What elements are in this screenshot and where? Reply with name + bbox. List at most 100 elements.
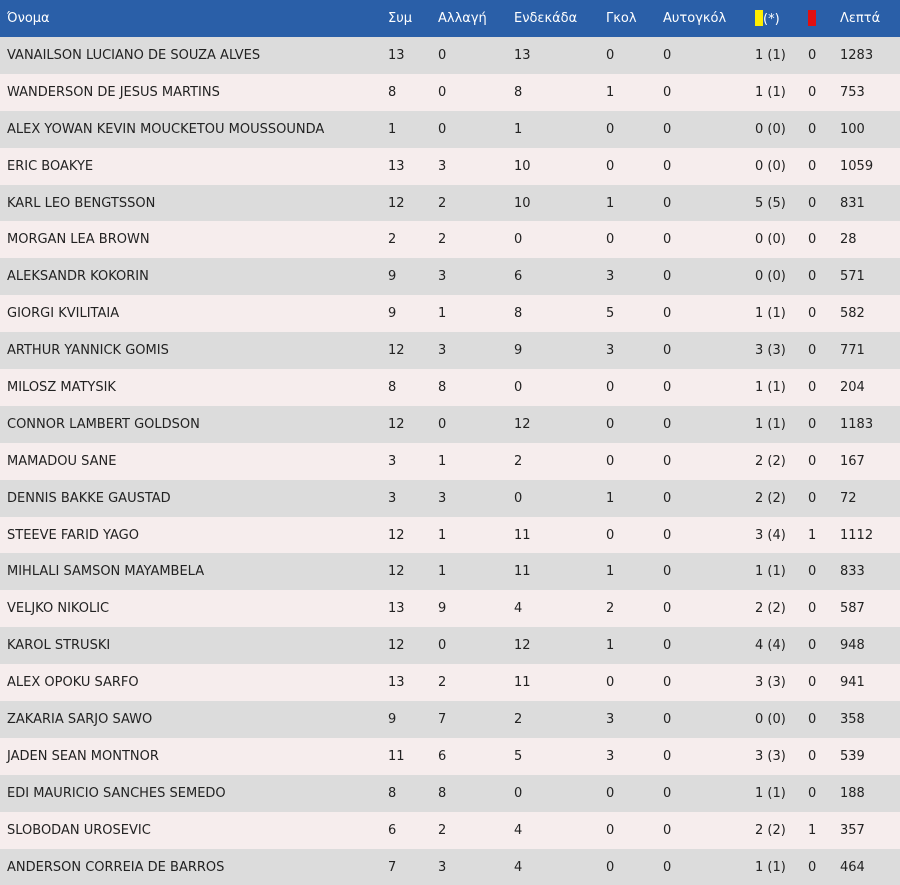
column-header-yellow-cards[interactable]: (*) bbox=[755, 0, 808, 37]
own-goals-cell: 0 bbox=[663, 748, 672, 764]
substitutions-cell: 8 bbox=[438, 379, 447, 395]
yellow-cards-cell: 1 (1) bbox=[755, 306, 786, 322]
yellow-cards-cell: 2 (2) bbox=[755, 601, 786, 617]
own-goals-cell: 0 bbox=[663, 158, 672, 174]
goals-cell: 0 bbox=[606, 675, 615, 691]
goals-cell: 3 bbox=[606, 748, 615, 764]
appearances-cell: 12 bbox=[388, 638, 405, 654]
red-cards-cell: 0 bbox=[808, 158, 817, 174]
own-goals-cell: 0 bbox=[663, 822, 672, 838]
substitutions-cell: 0 bbox=[438, 84, 447, 100]
table-row: ANDERSON CORREIA DE BARROS 7 3 4 0 0 1 (1) 0 464 bbox=[0, 848, 900, 885]
appearances-cell: 13 bbox=[388, 47, 405, 63]
substitutions-cell: 0 bbox=[438, 47, 447, 63]
minutes-cell: 100 bbox=[840, 121, 865, 137]
substitutions-cell: 3 bbox=[438, 490, 447, 506]
appearances-cell: 6 bbox=[388, 822, 397, 838]
appearances-cell: 13 bbox=[388, 675, 405, 691]
own-goals-cell: 0 bbox=[663, 601, 672, 617]
table-row: MILOSZ MATYSIK 8 8 0 0 0 1 (1) 0 204 bbox=[0, 369, 900, 406]
yellow-cards-suffix: (*) bbox=[763, 12, 780, 27]
minutes-cell: 357 bbox=[840, 822, 865, 838]
starts-cell: 8 bbox=[514, 306, 523, 322]
own-goals-cell: 0 bbox=[663, 416, 672, 432]
table-row: STEEVE FARID YAGO 12 1 11 0 0 3 (4) 1 1112 bbox=[0, 516, 900, 554]
starts-cell: 12 bbox=[514, 638, 531, 654]
player-name-cell: STEEVE FARID YAGO bbox=[7, 527, 139, 543]
player-name-cell: MORGAN LEA BROWN bbox=[7, 232, 150, 248]
substitutions-cell: 1 bbox=[438, 306, 447, 322]
column-header-subs[interactable]: Αλλαγή bbox=[438, 11, 487, 26]
appearances-cell: 9 bbox=[388, 306, 397, 322]
red-cards-cell: 0 bbox=[808, 601, 817, 617]
player-name-cell: MAMADOU SANE bbox=[7, 453, 117, 469]
column-header-own-goals[interactable]: Αυτογκόλ bbox=[663, 11, 727, 26]
column-header-starts[interactable]: Ενδεκάδα bbox=[514, 11, 578, 26]
column-header-goals[interactable]: Γκολ bbox=[606, 11, 637, 26]
starts-cell: 0 bbox=[514, 379, 523, 395]
red-cards-cell: 0 bbox=[808, 785, 817, 801]
minutes-cell: 753 bbox=[840, 84, 865, 100]
own-goals-cell: 0 bbox=[663, 47, 672, 63]
column-header-apps[interactable]: Συμ bbox=[388, 11, 413, 26]
substitutions-cell: 2 bbox=[438, 675, 447, 691]
player-name-cell: CONNOR LAMBERT GOLDSON bbox=[7, 416, 200, 432]
column-header-name[interactable]: Όνομα bbox=[7, 11, 50, 26]
substitutions-cell: 2 bbox=[438, 232, 447, 248]
minutes-cell: 587 bbox=[840, 601, 865, 617]
minutes-cell: 948 bbox=[840, 638, 865, 654]
starts-cell: 2 bbox=[514, 453, 523, 469]
appearances-cell: 13 bbox=[388, 158, 405, 174]
goals-cell: 0 bbox=[606, 822, 615, 838]
player-name-cell: WANDERSON DE JESUS MARTINS bbox=[7, 84, 220, 100]
column-header-minutes[interactable]: Λεπτά bbox=[840, 11, 881, 26]
yellow-cards-cell: 0 (0) bbox=[755, 232, 786, 248]
player-name-cell: EDI MAURICIO SANCHES SEMEDO bbox=[7, 785, 226, 801]
player-name-cell: ERIC BOAKYE bbox=[7, 158, 94, 174]
goals-cell: 0 bbox=[606, 121, 615, 137]
table-row: WANDERSON DE JESUS MARTINS 8 0 8 1 0 1 (1) 0 753 bbox=[0, 73, 900, 111]
starts-cell: 11 bbox=[514, 675, 531, 691]
goals-cell: 3 bbox=[606, 343, 615, 359]
yellow-cards-cell: 1 (1) bbox=[755, 785, 786, 801]
table-row: KAROL STRUSKI 12 0 12 1 0 4 (4) 0 948 bbox=[0, 627, 900, 665]
column-header-red-cards[interactable] bbox=[808, 0, 840, 37]
goals-cell: 0 bbox=[606, 453, 615, 469]
starts-cell: 4 bbox=[514, 822, 523, 838]
minutes-cell: 167 bbox=[840, 453, 865, 469]
goals-cell: 0 bbox=[606, 232, 615, 248]
substitutions-cell: 7 bbox=[438, 711, 447, 727]
yellow-cards-cell: 5 (5) bbox=[755, 195, 786, 211]
minutes-cell: 1183 bbox=[840, 416, 874, 432]
substitutions-cell: 1 bbox=[438, 527, 447, 543]
minutes-cell: 539 bbox=[840, 748, 865, 764]
appearances-cell: 11 bbox=[388, 748, 405, 764]
goals-cell: 1 bbox=[606, 195, 615, 211]
own-goals-cell: 0 bbox=[663, 121, 672, 137]
table-row: MAMADOU SANE 3 1 2 0 0 2 (2) 0 167 bbox=[0, 442, 900, 480]
starts-cell: 10 bbox=[514, 195, 531, 211]
minutes-cell: 28 bbox=[840, 232, 857, 248]
starts-cell: 13 bbox=[514, 47, 531, 63]
starts-cell: 0 bbox=[514, 785, 523, 801]
yellow-cards-cell: 0 (0) bbox=[755, 158, 786, 174]
starts-cell: 0 bbox=[514, 232, 523, 248]
yellow-card-icon bbox=[755, 10, 763, 26]
red-cards-cell: 0 bbox=[808, 564, 817, 580]
yellow-cards-cell: 0 (0) bbox=[755, 711, 786, 727]
red-cards-cell: 0 bbox=[808, 232, 817, 248]
red-cards-cell: 0 bbox=[808, 47, 817, 63]
starts-cell: 8 bbox=[514, 84, 523, 100]
own-goals-cell: 0 bbox=[663, 195, 672, 211]
minutes-cell: 1112 bbox=[840, 527, 874, 543]
table-row: SLOBODAN UROSEVIC 6 2 4 0 0 2 (2) 1 357 bbox=[0, 811, 900, 849]
table-row: EDI MAURICIO SANCHES SEMEDO 8 8 0 0 0 1 (1) 0 18… bbox=[0, 774, 900, 812]
table-row: ZAKARIA SARJO SAWO 9 7 2 3 0 0 (0) 0 358 bbox=[0, 701, 900, 738]
player-name-cell: DENNIS BAKKE GAUSTAD bbox=[7, 490, 171, 506]
appearances-cell: 1 bbox=[388, 121, 397, 137]
substitutions-cell: 0 bbox=[438, 638, 447, 654]
table-row: MORGAN LEA BROWN 2 2 0 0 0 0 (0) 0 28 bbox=[0, 221, 900, 259]
red-cards-cell: 0 bbox=[808, 638, 817, 654]
player-name-cell: VELJKO NIKOLIC bbox=[7, 601, 110, 617]
